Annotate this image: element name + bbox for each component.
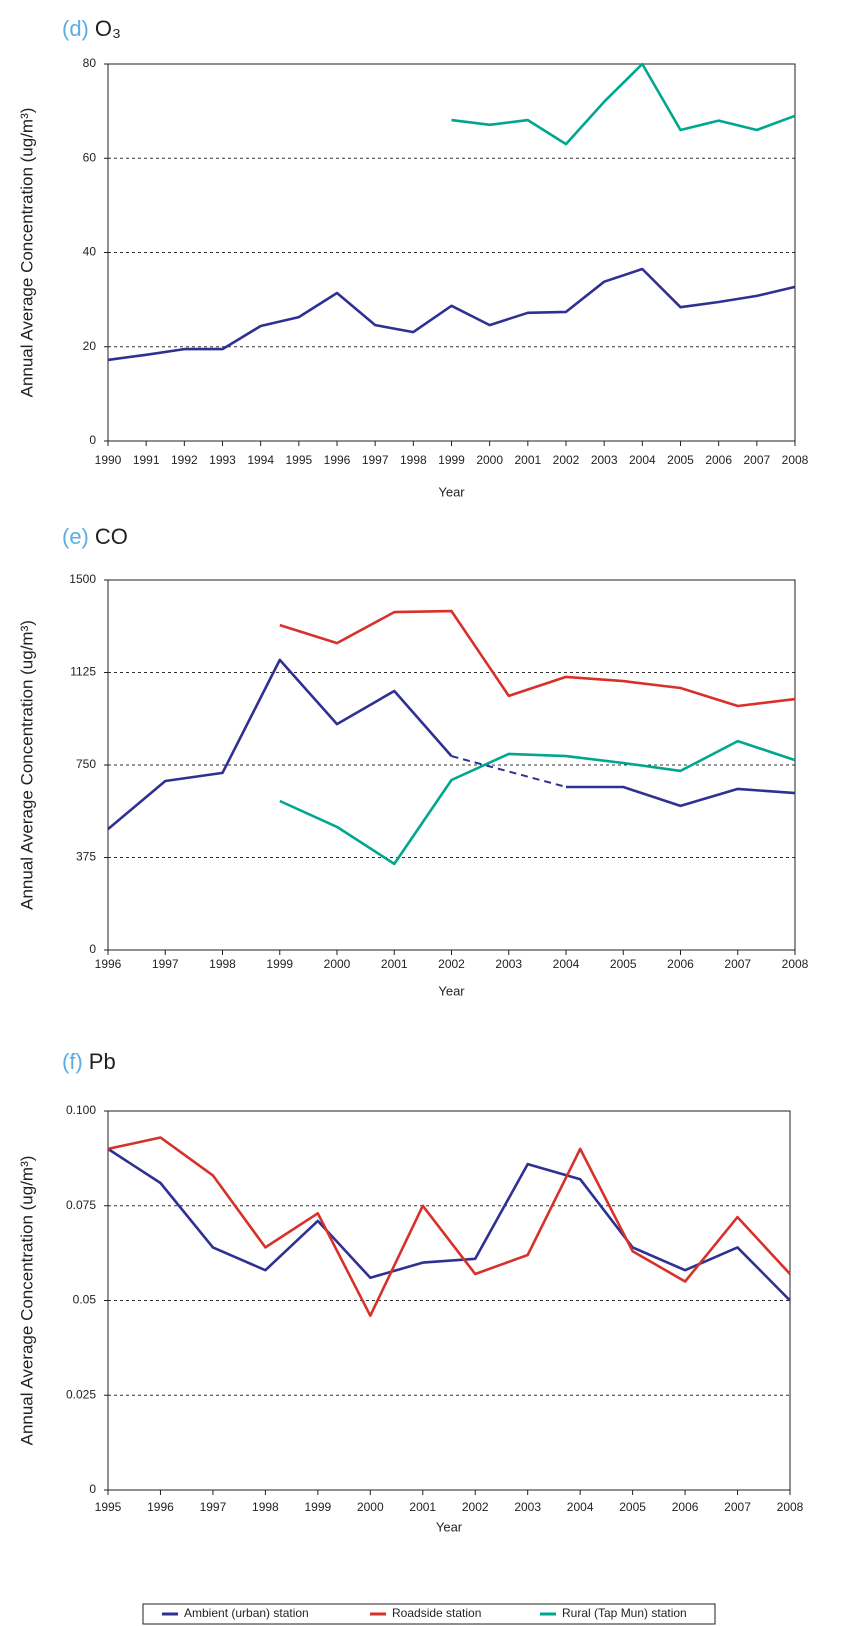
title-text: CO [95, 524, 128, 549]
x-tick-label: 2008 [782, 453, 809, 467]
x-tick-label: 2002 [438, 957, 465, 971]
x-tick-label: 1996 [147, 1500, 174, 1514]
gap-bridge [451, 755, 567, 788]
x-tick-label: 2003 [591, 453, 618, 467]
x-tick-label: 1998 [400, 453, 427, 467]
series-line [107, 1136, 791, 1317]
y-tick-label: 80 [83, 56, 97, 70]
y-tick-label: 375 [76, 850, 96, 864]
x-tick-label: 1998 [252, 1500, 279, 1514]
x-tick-label: 2001 [381, 957, 408, 971]
panel-label: (e) [62, 524, 89, 549]
x-tick-label: 1997 [152, 957, 179, 971]
x-tick-label: 1994 [247, 453, 274, 467]
y-axis-title: Annual Average Concentration (ug/m³) [17, 1156, 36, 1446]
x-tick-label: 2004 [567, 1500, 594, 1514]
x-tick-label: 1996 [95, 957, 122, 971]
x-tick-label: 2006 [705, 453, 732, 467]
series-line [279, 739, 796, 866]
y-tick-label: 0.025 [66, 1387, 96, 1401]
y-tick-label: 0.075 [66, 1198, 96, 1212]
y-tick-label: 20 [83, 339, 97, 353]
x-tick-label: 1992 [171, 453, 198, 467]
x-tick-label: 1996 [324, 453, 351, 467]
y-tick-label: 60 [83, 150, 97, 164]
x-tick-label: 2008 [782, 957, 809, 971]
x-tick-label: 2000 [357, 1500, 384, 1514]
chart-title: (e) CO [62, 524, 128, 549]
series-line [451, 62, 796, 146]
y-tick-label: 0 [89, 1482, 96, 1496]
series-line [107, 658, 796, 831]
y-tick-label: 0.100 [66, 1103, 96, 1117]
x-axis-title: Year [438, 484, 465, 499]
panel-label: (f) [62, 1049, 83, 1074]
x-tick-label: 1991 [133, 453, 160, 467]
x-tick-label: 2000 [324, 957, 351, 971]
x-tick-label: 2004 [629, 453, 656, 467]
series-line [107, 1147, 791, 1302]
y-tick-label: 0 [89, 942, 96, 956]
x-tick-label: 2001 [409, 1500, 436, 1514]
x-tick-label: 2006 [667, 957, 694, 971]
x-tick-label: 2002 [462, 1500, 489, 1514]
chart-title: (d) O₃ [62, 16, 121, 41]
x-tick-label: 2003 [514, 1500, 541, 1514]
legend: Ambient (urban) station Roadside station R… [142, 1603, 716, 1625]
legend-label: Roadside station [392, 1606, 481, 1620]
y-tick-label: 750 [76, 757, 96, 771]
y-tick-label: 1500 [69, 572, 96, 586]
series-line [279, 609, 796, 708]
x-tick-label: 2003 [495, 957, 522, 971]
legend-label: Ambient (urban) station [184, 1606, 309, 1620]
x-tick-label: 2007 [724, 1500, 751, 1514]
legend-label: Rural (Tap Mun) station [562, 1606, 687, 1620]
x-tick-label: 1997 [200, 1500, 227, 1514]
x-tick-label: 2002 [553, 453, 580, 467]
x-tick-label: 1999 [438, 453, 465, 467]
x-tick-label: 1993 [209, 453, 236, 467]
x-tick-label: 1990 [95, 453, 122, 467]
series-line [107, 267, 796, 362]
x-tick-label: 2005 [610, 957, 637, 971]
x-tick-label: 1995 [285, 453, 312, 467]
y-tick-label: 40 [83, 245, 97, 259]
x-tick-label: 2005 [667, 453, 694, 467]
chart-title: (f) Pb [62, 1049, 116, 1074]
x-tick-label: 2007 [724, 957, 751, 971]
x-tick-label: 2008 [777, 1500, 804, 1514]
x-tick-label: 2001 [514, 453, 541, 467]
title-text: O₃ [95, 16, 121, 41]
y-tick-label: 1125 [70, 665, 96, 679]
x-tick-label: 2005 [619, 1500, 646, 1514]
x-tick-label: 1997 [362, 453, 389, 467]
x-tick-label: 1998 [209, 957, 236, 971]
panel-label: (d) [62, 16, 89, 41]
y-tick-label: 0.05 [73, 1293, 97, 1307]
x-tick-label: 2006 [672, 1500, 699, 1514]
y-axis-title: Annual Average Concentration (ug/m³) [17, 620, 36, 910]
y-axis-title: Annual Average Concentration (ug/m³) [17, 108, 36, 398]
x-tick-label: 1999 [304, 1500, 331, 1514]
x-tick-label: 1999 [266, 957, 293, 971]
legend-box [142, 1603, 716, 1625]
x-tick-label: 2007 [743, 453, 770, 467]
x-tick-label: 2004 [553, 957, 580, 971]
x-tick-label: 1995 [95, 1500, 122, 1514]
y-tick-label: 0 [89, 433, 96, 447]
x-axis-title: Year [438, 983, 465, 998]
title-text: Pb [89, 1049, 116, 1074]
x-axis-title: Year [436, 1519, 463, 1534]
x-tick-label: 2000 [476, 453, 503, 467]
